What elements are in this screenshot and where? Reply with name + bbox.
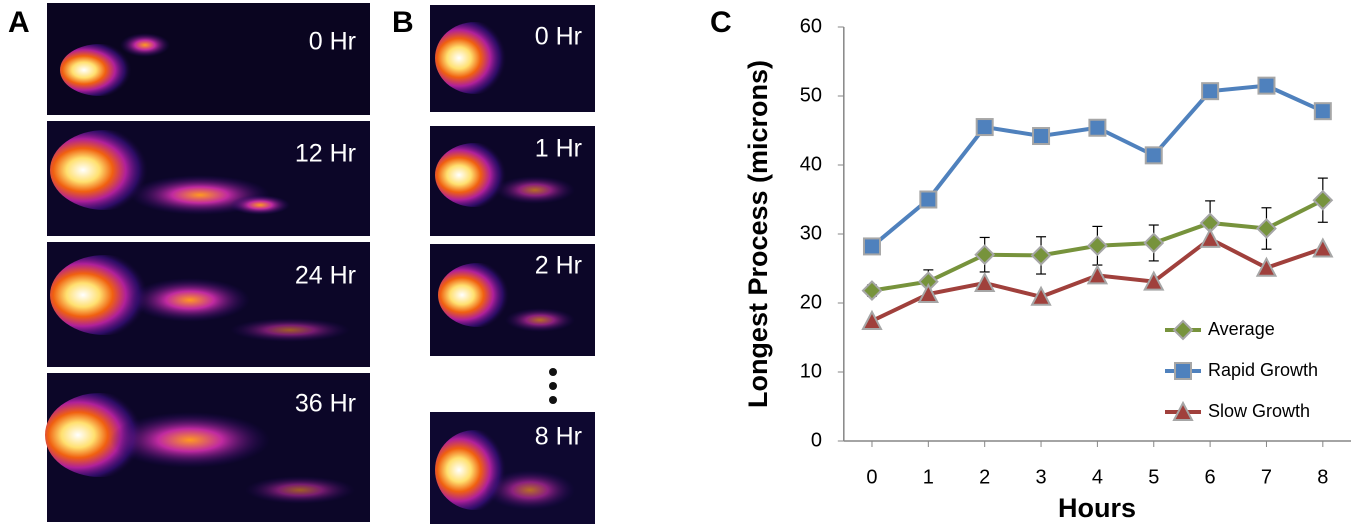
image-panel [430, 5, 595, 524]
data-point [1144, 146, 1163, 165]
data-point [1086, 264, 1109, 285]
frame-label: 12 Hr [295, 140, 356, 168]
y-tick-label: 0 [811, 429, 822, 451]
panel-label: A [8, 6, 30, 39]
x-tick-label: 0 [866, 466, 877, 488]
data-point [975, 118, 994, 137]
series-line [870, 83, 1324, 248]
data-point [1313, 102, 1332, 121]
frame-label: 8 Hr [535, 423, 582, 451]
data-point [862, 237, 881, 256]
panel-label: C [710, 6, 732, 39]
legend-label: Average [1208, 319, 1275, 339]
data-point [861, 280, 883, 301]
frame-label: 0 Hr [309, 28, 356, 56]
x-tick-label: 4 [1092, 466, 1103, 488]
frame-label: 2 Hr [535, 252, 582, 280]
data-point [1257, 76, 1276, 95]
data-point [1312, 189, 1334, 211]
x-tick-label: 3 [1035, 466, 1046, 488]
y-tick-label: 60 [800, 15, 822, 37]
data-point [974, 271, 996, 292]
data-point [974, 244, 996, 266]
panel-label: B [392, 6, 414, 39]
data-point [1143, 270, 1165, 291]
data-point [1030, 244, 1052, 266]
y-tick-label: 20 [800, 291, 822, 313]
data-point [1256, 218, 1277, 239]
data-point [917, 282, 939, 304]
y-tick-label: 50 [800, 84, 822, 106]
data-point [1199, 227, 1221, 248]
y-axis-title: Longest Process (microns) [743, 60, 773, 408]
data-point [1201, 82, 1220, 101]
y-tick-label: 40 [800, 153, 822, 175]
data-point [861, 309, 883, 330]
image-panel [45, 3, 370, 522]
x-tick-label: 7 [1261, 466, 1272, 488]
legend-label: Slow Growth [1208, 401, 1310, 421]
frame-label: 24 Hr [295, 262, 356, 290]
y-tick-label: 30 [800, 222, 822, 244]
legend-marker [1172, 400, 1194, 421]
frame-label: 1 Hr [535, 135, 582, 163]
x-tick-label: 6 [1205, 466, 1216, 488]
frame-label: 36 Hr [295, 390, 356, 418]
x-axis-title: Hours [1058, 493, 1136, 523]
data-point [1143, 232, 1165, 254]
frame-label: 0 Hr [535, 23, 582, 51]
x-tick-label: 2 [979, 466, 990, 488]
data-point [1255, 256, 1278, 277]
data-point [1312, 237, 1334, 258]
legend-label: Rapid Growth [1208, 360, 1318, 380]
legend-marker [1172, 319, 1194, 341]
x-tick-label: 1 [923, 466, 934, 488]
data-point [1086, 235, 1108, 257]
x-tick-label: 5 [1148, 466, 1159, 488]
data-point [1088, 118, 1107, 137]
legend-marker [1174, 362, 1192, 380]
data-point [1032, 127, 1051, 146]
data-point [1030, 285, 1052, 306]
x-tick-label: 8 [1317, 466, 1328, 488]
data-point [919, 190, 938, 209]
y-tick-label: 10 [800, 360, 822, 382]
